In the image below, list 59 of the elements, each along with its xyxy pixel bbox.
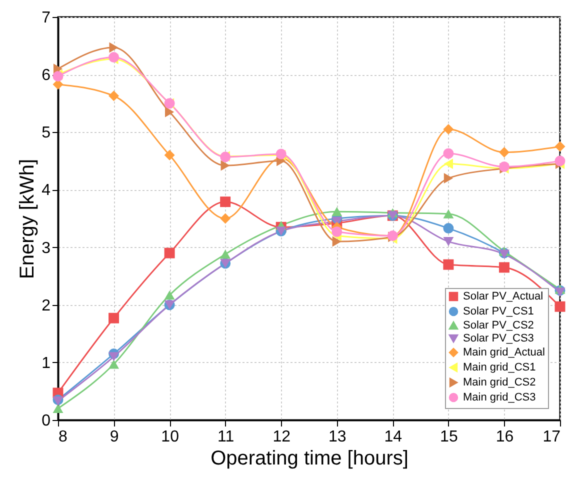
legend-label: Main grid_CS3	[463, 392, 536, 404]
point	[554, 156, 566, 166]
point	[443, 236, 454, 246]
point	[220, 250, 231, 259]
x-tick-label: 13	[328, 428, 346, 446]
point	[444, 172, 453, 184]
x-tick-label: 16	[496, 428, 514, 446]
point	[498, 147, 510, 158]
legend-label: Main grid_CS1	[463, 362, 536, 374]
y-tick-label: 6	[42, 67, 51, 84]
point	[220, 160, 230, 171]
point	[165, 106, 174, 118]
y-tick-label: 5	[42, 124, 51, 142]
x-tick-label: 12	[272, 428, 291, 446]
y-axis-title: Energy [kWh]	[16, 158, 39, 280]
legend-label: Solar PV_CS3	[463, 332, 534, 344]
y-tick-label: 4	[42, 182, 51, 200]
point	[554, 288, 566, 297]
legend-label: Solar PV_CS2	[463, 320, 534, 332]
point	[498, 262, 510, 273]
y-tick-label: 2	[42, 297, 51, 314]
x-tick-label: 8	[58, 428, 68, 446]
legend-label: Main grid_CS2	[463, 376, 536, 388]
point	[332, 226, 342, 237]
x-tick-label: 9	[110, 428, 119, 446]
legend-label: Solar PV_CS1	[463, 306, 534, 318]
legend-label: Solar PV_Actual	[463, 290, 544, 302]
point	[109, 42, 118, 53]
x-tick-label: 11	[218, 428, 234, 446]
point	[332, 207, 342, 216]
point	[108, 360, 120, 369]
point	[554, 301, 566, 312]
x-tick-label: 15	[440, 428, 458, 446]
x-axis-title: Operating time [hours]	[210, 448, 408, 470]
y-tick-label: 0	[42, 412, 51, 430]
point	[332, 236, 342, 247]
point	[164, 248, 175, 258]
x-tick-label: 10	[161, 428, 180, 446]
point	[108, 312, 120, 324]
x-tick-label: 14	[384, 428, 402, 446]
point	[108, 90, 120, 102]
point	[443, 124, 454, 135]
point	[164, 150, 175, 160]
point	[443, 223, 454, 234]
x-tick-label: 17	[542, 428, 561, 446]
point	[52, 404, 64, 414]
point	[220, 213, 231, 224]
point	[443, 259, 454, 270]
point	[443, 148, 454, 159]
y-tick-label: 3	[42, 240, 51, 257]
point	[164, 290, 175, 300]
point	[108, 352, 120, 362]
y-tick-label: 7	[42, 10, 51, 26]
legend-label: Main grid_Actual	[463, 346, 545, 358]
point	[554, 141, 566, 152]
point	[220, 196, 231, 208]
point	[444, 158, 453, 170]
point	[443, 209, 454, 218]
y-tick-label: 1	[42, 354, 51, 372]
